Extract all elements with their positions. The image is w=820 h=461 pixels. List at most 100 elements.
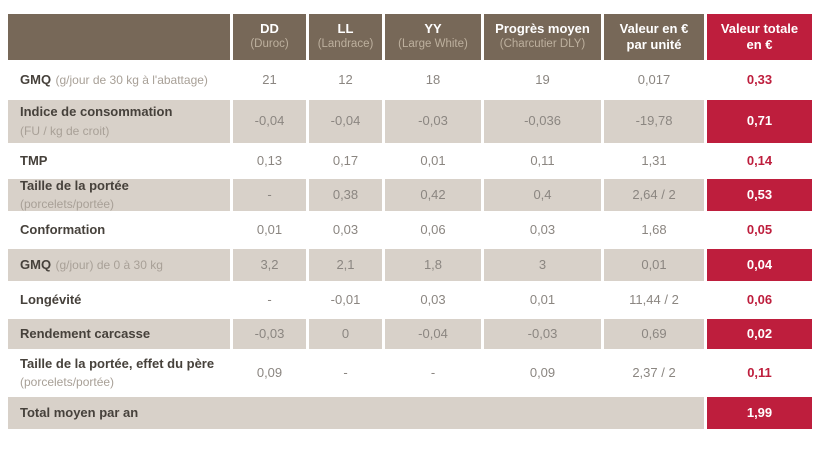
value-cell: 0 bbox=[309, 319, 382, 349]
value-cell: -0,04 bbox=[233, 100, 306, 143]
value-cell: 0,4 bbox=[484, 179, 601, 211]
header-sublabel: (Landrace) bbox=[317, 38, 374, 51]
value-cell: -0,03 bbox=[233, 319, 306, 349]
value-cell: 2,64 / 2 bbox=[604, 179, 704, 211]
header-label: Valeur totale bbox=[720, 20, 799, 36]
value-cell: 0,01 bbox=[256, 221, 283, 237]
header-sublabel: (Large White) bbox=[398, 38, 468, 51]
value-cell: 19 bbox=[535, 71, 550, 87]
value-cell: 3 bbox=[484, 249, 601, 281]
total-value-cell: 0,04 bbox=[707, 249, 812, 281]
value-cell: -0,03 bbox=[385, 100, 481, 143]
row-label: Conformation bbox=[20, 221, 106, 237]
row-label: GMQ bbox=[20, 256, 52, 272]
total-value-cell: 0,02 bbox=[707, 319, 812, 349]
header-label: DD bbox=[260, 21, 279, 37]
table-body: GMQ (g/jour de 30 kg à l'abattage) 21 12 18… bbox=[8, 63, 812, 429]
row-label-cell: Conformation bbox=[8, 214, 230, 246]
header-cell-valeur-en-: Valeur en € par unité bbox=[604, 14, 704, 60]
row-label: GMQ bbox=[20, 71, 52, 87]
table-row: Taille de la portée, effet du père (porce… bbox=[8, 352, 812, 394]
total-row-label-cell: Total moyen par an bbox=[8, 397, 704, 429]
header-cell-dd: DD (Duroc) bbox=[233, 14, 306, 60]
total-value-cell: 0,06 bbox=[746, 291, 773, 307]
row-label: Longévité bbox=[20, 291, 82, 307]
header-sublabel: (Duroc) bbox=[250, 38, 289, 51]
value-cell: -0,04 bbox=[385, 319, 481, 349]
value-cell: 1,68 bbox=[641, 221, 667, 237]
header-sublabel: (Charcutier DLY) bbox=[499, 38, 586, 51]
value-cell: -0,03 bbox=[484, 319, 601, 349]
row-label-cell: Longévité bbox=[8, 284, 230, 316]
row-label-cell: Taille de la portée, effet du père (porce… bbox=[8, 352, 230, 394]
row-label-note: (g/jour) de 0 à 30 kg bbox=[55, 257, 163, 272]
header-cell-ll: LL (Landrace) bbox=[309, 14, 382, 60]
header-cell-yy: YY (Large White) bbox=[385, 14, 481, 60]
row-label-cell: TMP bbox=[8, 146, 230, 176]
grand-total-cell: 1,99 bbox=[707, 397, 812, 429]
value-cell: 3,2 bbox=[233, 249, 306, 281]
value-cell: 0,09 bbox=[529, 364, 556, 380]
value-cell: - bbox=[430, 364, 436, 380]
row-label-cell: Indice de consommation (FU / kg de croit) bbox=[8, 100, 230, 143]
value-cell: 0,03 bbox=[332, 221, 359, 237]
table-row: Rendement carcasse -0,03 0 -0,04 -0,03 0,69 0,… bbox=[8, 319, 812, 349]
row-label: Indice de consommation bbox=[20, 104, 173, 120]
value-cell: 21 bbox=[262, 71, 277, 87]
table-row: GMQ (g/jour) de 0 à 30 kg 3,2 2,1 1,8 3 0,01 0… bbox=[8, 249, 812, 281]
table-row: Conformation 0,01 0,03 0,06 0,03 1,68 0,05 bbox=[8, 214, 812, 246]
value-cell: -19,78 bbox=[604, 100, 704, 143]
value-cell: 12 bbox=[338, 71, 353, 87]
value-cell: 1,8 bbox=[385, 249, 481, 281]
row-label-cell: GMQ (g/jour de 30 kg à l'abattage) bbox=[8, 63, 230, 97]
value-cell: -0,036 bbox=[484, 100, 601, 143]
value-cell: 0,017 bbox=[637, 71, 671, 87]
value-cell: 0,13 bbox=[256, 152, 283, 168]
value-cell: 0,03 bbox=[420, 291, 446, 307]
value-cell: -0,01 bbox=[330, 291, 361, 307]
value-cell: - bbox=[233, 179, 306, 211]
value-cell: - bbox=[267, 291, 272, 307]
header-label: Progrès moyen bbox=[495, 21, 590, 37]
value-cell: 2,1 bbox=[309, 249, 382, 281]
header-label: Valeur en € bbox=[619, 20, 689, 36]
value-cell: - bbox=[343, 364, 348, 380]
row-label-cell: Taille de la portée (porcelets/portée) bbox=[8, 178, 230, 211]
value-cell: 0,03 bbox=[529, 221, 556, 237]
table-total-row: Total moyen par an 1,99 bbox=[8, 397, 812, 429]
row-label: Taille de la portée, effet du père bbox=[20, 355, 215, 371]
value-cell: 0,06 bbox=[420, 221, 446, 237]
table-row: Longévité - -0,01 0,03 0,01 11,44 / 2 0,06 bbox=[8, 284, 812, 316]
row-label-note: (porcelets/portée) bbox=[20, 375, 115, 389]
total-value-cell: 0,11 bbox=[747, 364, 772, 380]
header-cell-empty bbox=[8, 14, 230, 60]
value-cell: 0,69 bbox=[604, 319, 704, 349]
table-row: Indice de consommation (FU / kg de croit)… bbox=[8, 100, 812, 143]
header-cell-progr-s-moyen: Progrès moyen (Charcutier DLY) bbox=[484, 14, 601, 60]
value-cell: 11,44 / 2 bbox=[629, 291, 679, 307]
total-value-cell: 0,14 bbox=[746, 152, 773, 168]
value-cell: 0,01 bbox=[604, 249, 704, 281]
value-cell: 0,11 bbox=[530, 152, 555, 168]
header-cell-valeur-totale: Valeur totale en € bbox=[707, 14, 812, 60]
row-label-cell: Rendement carcasse bbox=[8, 319, 230, 349]
table-header-row: DD (Duroc) LL (Landrace) YY (Large White) Prog… bbox=[8, 14, 812, 60]
value-cell: 0,38 bbox=[309, 179, 382, 211]
total-value-cell: 0,53 bbox=[707, 179, 812, 211]
row-label-note: (porcelets/portée) bbox=[20, 197, 115, 211]
table-row: TMP 0,13 0,17 0,01 0,11 1,31 0,14 bbox=[8, 146, 812, 176]
header-label: LL bbox=[337, 21, 354, 37]
table-row: Taille de la portée (porcelets/portée) -0… bbox=[8, 178, 812, 211]
value-cell: 18 bbox=[425, 71, 441, 87]
value-cell: 0,01 bbox=[420, 152, 446, 168]
total-value-cell: 0,05 bbox=[746, 221, 773, 237]
row-label-cell: GMQ (g/jour) de 0 à 30 kg bbox=[8, 249, 230, 281]
value-cell: 2,37 / 2 bbox=[632, 364, 676, 380]
header-sublabel: par unité bbox=[626, 36, 682, 52]
value-cell: 0,42 bbox=[385, 179, 481, 211]
header-label: YY bbox=[424, 21, 442, 37]
value-cell: 0,01 bbox=[529, 291, 556, 307]
row-label-note: (g/jour de 30 kg à l'abattage) bbox=[55, 72, 208, 87]
value-cell: -0,04 bbox=[309, 100, 382, 143]
header-sublabel: en € bbox=[746, 36, 773, 52]
